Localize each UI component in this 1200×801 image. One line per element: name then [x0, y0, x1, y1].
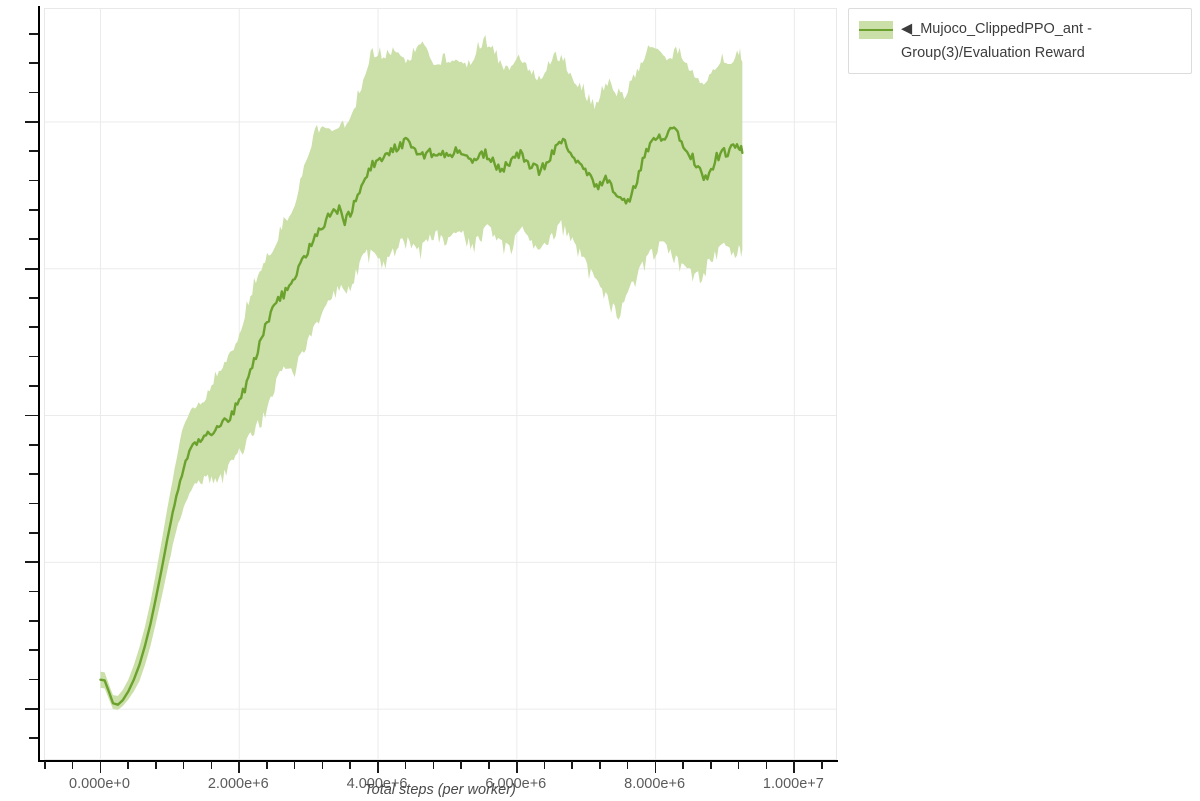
- y-axis-spine: [38, 6, 40, 762]
- x-tick-minor: [293, 761, 296, 769]
- y-tick-major: [25, 708, 38, 710]
- x-tick-minor: [460, 761, 462, 769]
- legend-color-swatch: [859, 21, 893, 39]
- y-tick-minor: [29, 737, 38, 740]
- legend[interactable]: ◀_Mujoco_ClippedPPO_ant - Group(3)/Evalu…: [848, 8, 1192, 74]
- y-tick-minor: [29, 590, 38, 593]
- x-tick-label: 0.000e+0: [69, 776, 130, 792]
- y-tick-minor: [29, 473, 38, 475]
- x-tick-minor: [182, 761, 185, 769]
- x-tick-minor: [710, 761, 712, 769]
- y-tick-minor: [29, 91, 38, 94]
- x-tick-minor: [432, 761, 435, 769]
- x-tick-label: 1.000e+7: [762, 776, 824, 792]
- x-tick-label: 8.000e+6: [624, 776, 686, 792]
- x-tick-major: [377, 761, 379, 773]
- x-tick-major: [99, 761, 102, 773]
- x-axis-ticks: 0.000e+0 2.000e+6 4.000e+6 6.000e+6 8.000e+6…: [0, 761, 1200, 801]
- y-tick-minor: [29, 531, 38, 534]
- x-tick-label: 2.000e+6: [207, 776, 269, 792]
- x-tick-minor: [571, 761, 573, 769]
- x-axis-title: Total steps (per worker): [364, 782, 516, 798]
- x-tick-minor: [599, 761, 601, 769]
- x-tick-label: 6.000e+6: [485, 776, 547, 792]
- y-tick-minor: [29, 678, 38, 681]
- y-tick-minor: [29, 150, 38, 152]
- y-tick-minor: [29, 238, 38, 241]
- x-tick-minor: [737, 761, 740, 769]
- x-tick-major: [793, 761, 796, 773]
- x-tick-major: [515, 761, 518, 773]
- x-tick-minor: [349, 761, 351, 769]
- legend-entry-label[interactable]: ◀_Mujoco_ClippedPPO_ant - Group(3)/Evalu…: [901, 21, 1092, 61]
- y-tick-major: [25, 121, 38, 123]
- y-tick-minor: [29, 649, 38, 651]
- x-tick-minor: [71, 761, 74, 769]
- y-axis-tick-labels: 01000200030004000: [0, 0, 38, 800]
- x-axis-spine: [38, 760, 838, 762]
- x-tick-minor: [127, 761, 129, 769]
- series-line: [99, 126, 744, 706]
- uncertainty-band: [100, 35, 743, 710]
- y-tick-minor: [29, 297, 38, 299]
- x-tick-minor: [682, 761, 684, 769]
- y-tick-minor: [29, 355, 38, 358]
- x-tick-major: [238, 761, 241, 773]
- y-tick-minor: [29, 443, 38, 446]
- x-tick-minor: [266, 761, 268, 769]
- x-tick-minor: [543, 761, 546, 769]
- x-tick-minor: [488, 761, 490, 769]
- x-tick-minor: [765, 761, 768, 769]
- y-tick-major: [25, 267, 38, 270]
- y-tick-minor: [29, 385, 38, 387]
- x-tick-minor: [321, 761, 324, 769]
- y-tick-major: [25, 561, 38, 564]
- x-tick-label: 4.000e+6: [346, 776, 408, 792]
- y-tick-minor: [29, 502, 38, 505]
- x-tick-minor: [155, 761, 157, 769]
- y-tick-minor: [29, 62, 38, 64]
- x-tick-minor: [44, 761, 46, 769]
- y-tick-minor: [29, 32, 38, 35]
- y-axis-ticks: [0, 0, 38, 800]
- x-tick-minor: [626, 761, 629, 769]
- y-tick-minor: [29, 179, 38, 182]
- y-tick-minor: [29, 209, 38, 211]
- x-tick-minor: [821, 761, 823, 769]
- x-tick-minor: [404, 761, 407, 769]
- y-tick-major: [25, 414, 38, 417]
- plot-area: [44, 8, 837, 760]
- x-tick-major: [654, 761, 657, 773]
- y-tick-minor: [29, 620, 38, 622]
- x-tick-minor: [210, 761, 213, 769]
- y-tick-minor: [29, 326, 38, 329]
- plot-canvas: [45, 9, 836, 759]
